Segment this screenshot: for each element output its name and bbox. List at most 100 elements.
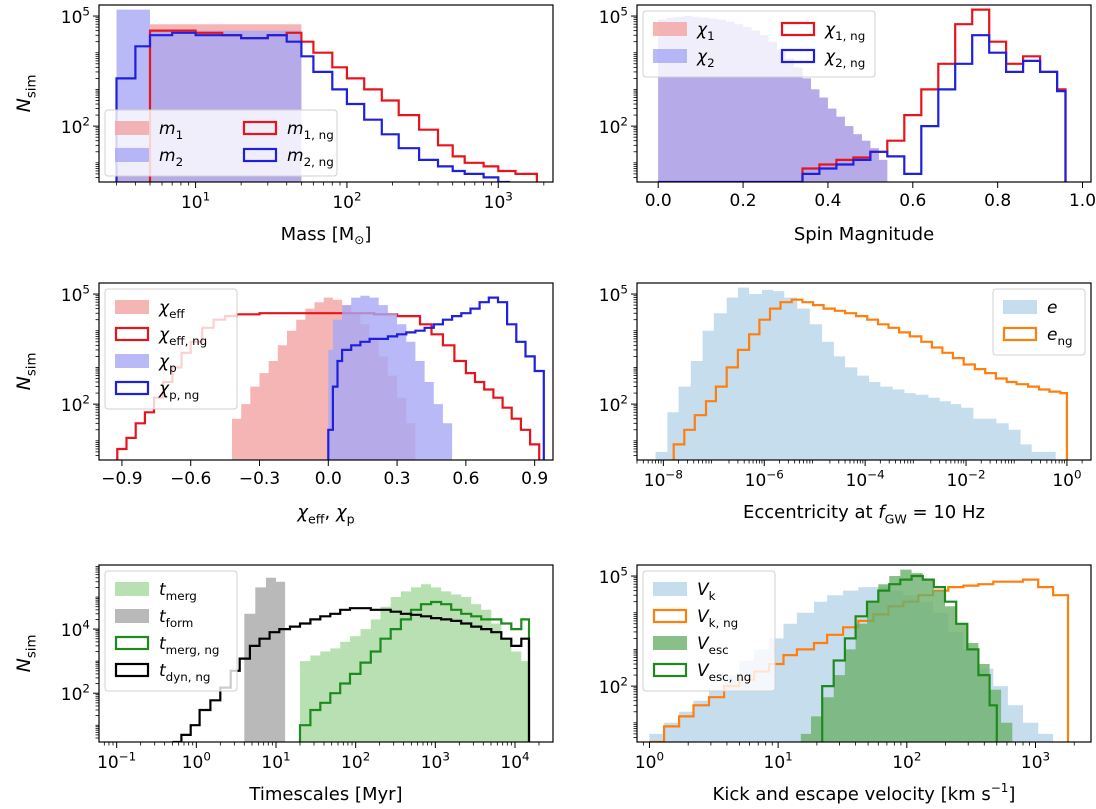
- tick-exp: 1: [203, 189, 211, 203]
- legend-swatch: [114, 380, 150, 396]
- tick-exp: 3: [1043, 749, 1051, 763]
- tick-base: 10: [500, 753, 522, 773]
- label-base: χ: [158, 379, 170, 399]
- tick-exp: −8: [665, 467, 683, 481]
- tick-exp: 5: [620, 282, 628, 296]
- label-base: χ: [824, 47, 836, 67]
- tick-label: 10−8: [644, 467, 683, 491]
- axes-frame: [636, 564, 1092, 743]
- tick-label: −0.3: [239, 469, 280, 489]
- tick-exp: 3: [442, 749, 450, 763]
- tick-label: 0.9: [521, 469, 548, 489]
- legend-swatch: [653, 49, 687, 63]
- x-axis-label: Spin Magnitude: [794, 224, 934, 245]
- legend-label: χp, ng: [158, 379, 199, 402]
- legend-swatch: [653, 636, 687, 650]
- label-sub: k, ng: [709, 616, 739, 630]
- label-base: V: [697, 634, 710, 654]
- tick-exp: 0: [203, 749, 211, 763]
- label-sub: p, ng: [169, 388, 199, 402]
- label-sub: eff: [169, 307, 185, 321]
- tick-label: 105: [599, 4, 628, 28]
- legend-swatch: [780, 21, 816, 37]
- tick-exp: 5: [82, 4, 90, 18]
- tick-base: 10: [332, 193, 354, 213]
- tick-label: 102: [341, 749, 370, 773]
- tick-exp: 4: [522, 749, 530, 763]
- tick-exp: 1: [283, 749, 291, 763]
- tick-label: 0.0: [645, 191, 672, 211]
- tick-label: 0.3: [384, 469, 411, 489]
- tick-exp: 2: [620, 392, 628, 406]
- tick-label: 10−2: [946, 467, 985, 491]
- label-sub: k: [709, 589, 716, 603]
- tick-label: 102: [599, 114, 628, 138]
- label-sub: merg, ng: [166, 643, 220, 657]
- label-sub: form: [166, 616, 194, 630]
- label-base: t: [159, 661, 167, 681]
- tick-exp: −1: [119, 749, 137, 763]
- hist-step-2: [801, 8, 1067, 182]
- tick-label: 105: [599, 564, 628, 588]
- legend-swatch: [115, 582, 149, 596]
- tick-label: 102: [61, 114, 90, 138]
- label-base: t: [159, 607, 167, 627]
- x-axis-label: Eccentricity at fGW = 10 Hz: [743, 502, 985, 526]
- legend-frame: [104, 109, 338, 177]
- label-base: V: [697, 661, 710, 681]
- legend-swatch: [652, 662, 688, 678]
- tick-label: 103: [484, 189, 513, 213]
- axes-frame: [98, 564, 554, 743]
- label-sub: 1: [707, 29, 715, 43]
- tick-base: 10: [1052, 471, 1074, 491]
- tick-label: 101: [764, 749, 793, 773]
- xl-part: ,: [324, 502, 335, 523]
- label-base: χ: [296, 502, 309, 523]
- xl-part: ]: [1008, 784, 1015, 805]
- label-sub: GW: [885, 511, 908, 526]
- legend-swatch: [653, 582, 687, 596]
- label-base: χ: [696, 20, 708, 40]
- hist-step-2: [298, 600, 531, 742]
- legend-label: χeff: [158, 298, 185, 321]
- tick-base: 10: [61, 685, 83, 705]
- legend-swatch: [115, 354, 149, 368]
- tick-base: 10: [846, 471, 868, 491]
- legend-label: Vesc, ng: [697, 661, 751, 684]
- label-base: V: [697, 607, 710, 627]
- label-sub: esc, ng: [709, 670, 752, 684]
- legend-swatch: [114, 326, 150, 342]
- tick-exp: 5: [620, 564, 628, 578]
- tick-exp: −6: [766, 467, 784, 481]
- tick-base: 10: [764, 753, 786, 773]
- tick-exp: 1: [785, 749, 793, 763]
- label-sub: eff, ng: [169, 334, 207, 348]
- label-base: χ: [158, 352, 170, 372]
- tick-label: 10−4: [846, 467, 885, 491]
- tick-label: 104: [61, 617, 90, 641]
- label-sub: 2: [176, 155, 184, 169]
- xl-sub: ⊙: [354, 233, 364, 247]
- tick-label: 105: [61, 4, 90, 28]
- hist-step-3: [327, 296, 545, 460]
- legend-frame: [104, 288, 238, 410]
- tick-label: 103: [1021, 749, 1050, 773]
- tick-label: 102: [892, 749, 921, 773]
- tick-exp: 2: [620, 674, 628, 688]
- tick-exp: 0: [657, 749, 665, 763]
- tick-label: 105: [599, 282, 628, 306]
- label-base: e: [1047, 298, 1057, 318]
- tick-label: 105: [61, 282, 90, 306]
- x-axis-label: Kick and escape velocity [km s−1]: [713, 781, 1016, 805]
- label-sub: 1: [176, 128, 184, 142]
- tick-label: 0.6: [899, 191, 926, 211]
- tick-exp: 2: [82, 114, 90, 128]
- tick-base: 10: [61, 396, 83, 416]
- label-sub: esc: [709, 643, 729, 657]
- tick-exp: 5: [620, 4, 628, 18]
- label-base: f: [878, 502, 887, 523]
